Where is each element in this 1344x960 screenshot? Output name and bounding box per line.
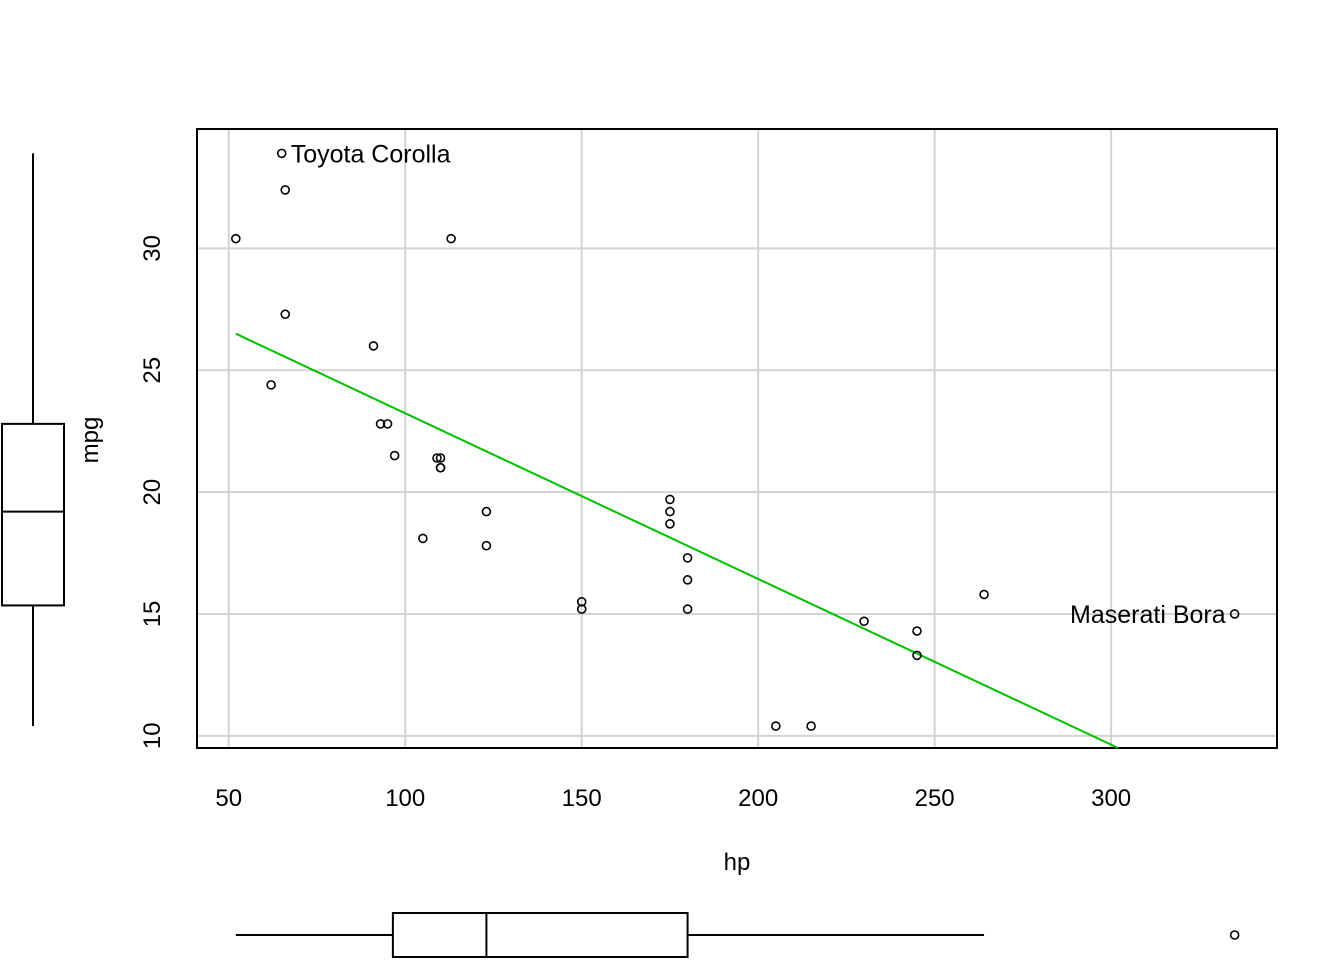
data-point	[912, 650, 922, 661]
data-point	[1229, 609, 1240, 619]
data-point	[912, 626, 922, 636]
mpg-boxplot	[1, 153, 65, 727]
y-axis: 10 15 20 25 30	[139, 235, 166, 749]
x-tick-label: 250	[915, 785, 955, 812]
y-tick-label: 20	[139, 479, 166, 506]
hp-boxplot-outlier	[1229, 930, 1240, 940]
point-label: Toyota Corolla	[291, 140, 451, 168]
data-point	[382, 419, 393, 429]
data-point	[859, 616, 869, 627]
data-point	[682, 575, 693, 585]
y-tick-label: 15	[139, 601, 166, 628]
y-axis-title: mpg	[77, 417, 104, 464]
x-tick-label: 50	[215, 785, 242, 812]
regression-line	[235, 332, 1119, 749]
data-point	[682, 604, 693, 614]
point-label: Maserati Bora	[1070, 601, 1226, 629]
x-axis: 50 100 150 200 250 300	[215, 785, 1131, 812]
hp-boxplot	[235, 912, 1240, 958]
grid-lines	[197, 129, 1277, 748]
data-point	[389, 450, 400, 461]
data-point	[266, 380, 276, 390]
hp-boxplot-box	[391, 912, 689, 958]
data-point	[276, 148, 287, 159]
data-point	[280, 185, 291, 195]
x-tick-label: 300	[1091, 785, 1131, 812]
data-point	[682, 553, 693, 563]
x-axis-title: hp	[724, 849, 751, 876]
data-point	[435, 453, 446, 463]
data-point	[665, 518, 675, 529]
data-point	[435, 462, 446, 473]
point-annotations: Toyota Corolla Maserati Bora	[291, 140, 1226, 629]
plot-frame	[196, 128, 1278, 749]
data-point	[231, 233, 241, 244]
data-point	[280, 309, 291, 320]
data-point	[418, 533, 428, 544]
data-point	[446, 233, 456, 244]
data-point	[665, 494, 675, 505]
mpg-boxplot-box	[1, 422, 65, 607]
data-point	[665, 506, 675, 517]
y-tick-label: 25	[139, 357, 166, 384]
data-points	[231, 148, 1240, 731]
x-tick-label: 150	[562, 785, 602, 812]
x-tick-label: 100	[385, 785, 425, 812]
data-point	[576, 604, 587, 614]
y-tick-label: 10	[139, 722, 166, 749]
x-tick-label: 200	[738, 785, 778, 812]
data-point	[375, 419, 386, 429]
y-tick-label: 30	[139, 235, 166, 262]
data-point	[432, 453, 442, 463]
data-point	[771, 721, 781, 731]
data-point	[979, 589, 989, 600]
data-point	[481, 540, 492, 551]
data-point	[806, 721, 816, 731]
data-point	[481, 506, 492, 517]
data-point	[368, 341, 379, 351]
